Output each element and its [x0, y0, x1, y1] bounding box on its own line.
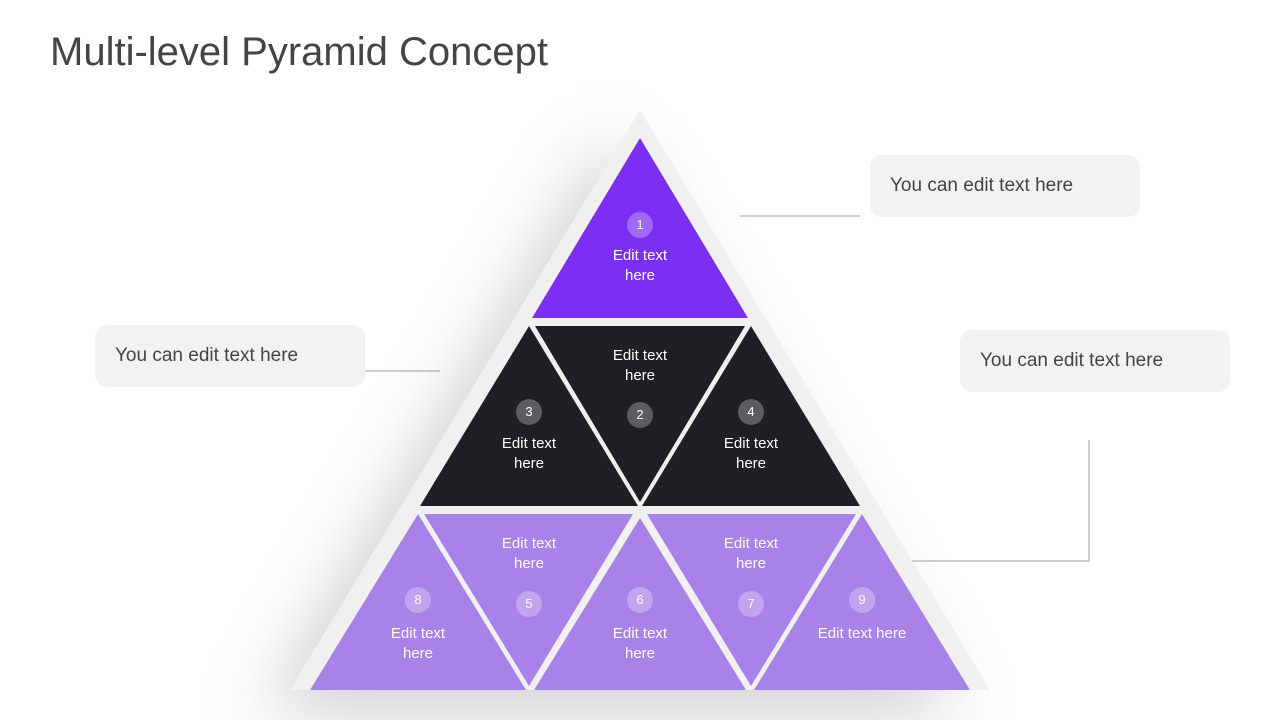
label-6b: here: [625, 645, 655, 662]
label-3a: Edit text: [502, 435, 557, 452]
num-3: 3: [525, 404, 532, 419]
label-9a: Edit text here: [818, 625, 906, 642]
callout-right[interactable]: You can edit text here: [960, 330, 1230, 392]
num-1: 1: [636, 217, 643, 232]
label-4a: Edit text: [724, 435, 779, 452]
label-7b: here: [736, 555, 766, 572]
label-5b: here: [514, 555, 544, 572]
label-5a: Edit text: [502, 535, 557, 552]
pyramid: 1 Edit text here 3 Edit text here Edit t…: [280, 110, 1000, 710]
label-2b: here: [625, 367, 655, 384]
connector-right-v: [1088, 440, 1090, 562]
label-8a: Edit text: [391, 625, 446, 642]
num-9: 9: [858, 592, 865, 607]
label-1b: here: [625, 267, 655, 284]
label-1a: Edit text: [613, 247, 668, 264]
label-7a: Edit text: [724, 535, 779, 552]
label-2a: Edit text: [613, 347, 668, 364]
label-4b: here: [736, 455, 766, 472]
slide-title: Multi-level Pyramid Concept: [50, 30, 548, 75]
num-6: 6: [636, 592, 643, 607]
label-8b: here: [403, 645, 433, 662]
slide: Multi-level Pyramid Concept You can edit…: [0, 0, 1280, 720]
num-5: 5: [525, 596, 532, 611]
label-6a: Edit text: [613, 625, 668, 642]
num-2: 2: [636, 407, 643, 422]
num-7: 7: [747, 596, 754, 611]
num-8: 8: [414, 592, 421, 607]
num-4: 4: [747, 404, 754, 419]
label-3b: here: [514, 455, 544, 472]
